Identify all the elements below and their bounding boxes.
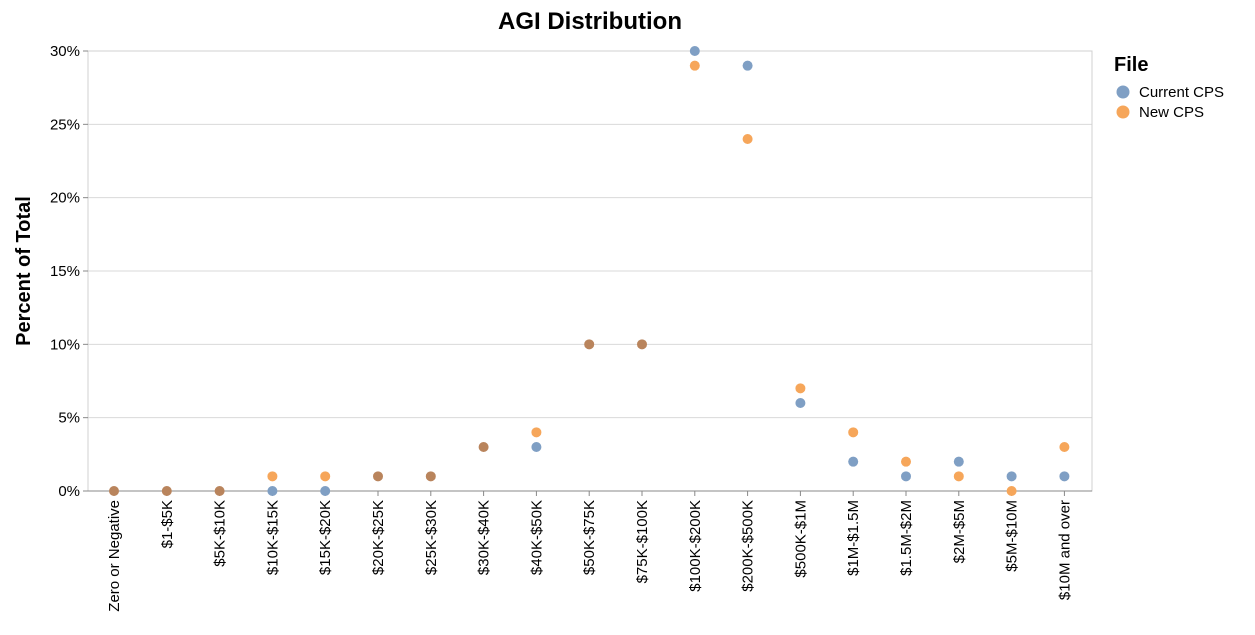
- y-tick-label: 20%: [50, 190, 80, 207]
- x-tick-label: $200K-$500K: [740, 500, 757, 592]
- legend-swatch: [1116, 105, 1130, 119]
- point-overlap: [214, 486, 225, 496]
- point-overlap: [161, 486, 172, 496]
- point-new-cps: [531, 427, 542, 438]
- x-tick-label: $500K-$1M: [792, 500, 809, 578]
- x-axis: Zero or Negative $1-$5K $5K-$10K $10K-$15K $…: [88, 490, 1092, 612]
- point-current-cps: [953, 456, 964, 467]
- point-new-cps: [742, 134, 753, 144]
- point-new-cps: [848, 427, 859, 438]
- point-overlap: [478, 442, 489, 452]
- point-current-cps: [742, 60, 753, 71]
- legend-items: Current CPS New CPS: [1116, 84, 1224, 121]
- point-new-cps: [267, 471, 278, 482]
- x-tick-label: $5M-$10M: [1004, 500, 1021, 572]
- point-new-cps: [1059, 442, 1070, 452]
- x-tick-label: $30K-$40K: [476, 500, 493, 575]
- point-overlap: [425, 471, 436, 482]
- x-tick-label: $25K-$30K: [423, 500, 440, 575]
- point-overlap: [637, 339, 647, 350]
- y-tick-label: 15%: [50, 263, 80, 280]
- point-current-cps: [1059, 471, 1070, 482]
- point-new-cps: [901, 456, 911, 467]
- x-tick-label: $100K-$200K: [687, 500, 704, 592]
- gridlines: [88, 50, 1092, 492]
- point-new-cps: [689, 60, 700, 71]
- x-tick-label: $15K-$20K: [317, 500, 334, 575]
- data-points: [109, 46, 1070, 496]
- y-tick-label: 30%: [50, 43, 80, 60]
- point-new-cps: [795, 383, 806, 394]
- point-new-cps: [953, 471, 964, 482]
- y-tick-label: 5%: [58, 410, 80, 427]
- chart-title: AGI Distribution: [498, 8, 682, 35]
- x-tick-label: Zero or Negative: [106, 500, 123, 612]
- x-tick-label: $20K-$25K: [370, 500, 387, 575]
- legend-label: Current CPS: [1139, 84, 1224, 101]
- point-current-cps: [901, 471, 911, 482]
- legend-title: File: [1114, 54, 1148, 76]
- y-tick-label: 0%: [58, 483, 80, 500]
- x-tick-label: $40K-$50K: [528, 500, 545, 575]
- point-new-cps: [320, 471, 331, 482]
- point-overlap: [373, 471, 383, 482]
- point-current-cps: [689, 46, 700, 56]
- legend-label: New CPS: [1139, 104, 1204, 121]
- x-tick-label: $10K-$15K: [264, 500, 281, 575]
- point-current-cps: [531, 442, 542, 452]
- point-current-cps: [1006, 471, 1017, 482]
- x-tick-label: $2M-$5M: [951, 500, 968, 563]
- point-new-cps: [1006, 486, 1017, 496]
- point-current-cps: [267, 486, 278, 496]
- x-tick-label: $50K-$75K: [581, 500, 598, 575]
- y-axis-label: Percent of Total: [13, 196, 35, 346]
- x-tick-label: $1M-$1.5M: [845, 500, 862, 576]
- point-current-cps: [320, 486, 331, 496]
- point-current-cps: [848, 456, 859, 467]
- point-overlap: [584, 339, 595, 350]
- legend-swatch: [1116, 85, 1130, 99]
- point-overlap: [109, 486, 119, 496]
- y-tick-label: 10%: [50, 336, 80, 353]
- x-tick-label: $10M and over: [1056, 500, 1073, 600]
- x-tick-label: $75K-$100K: [634, 500, 651, 583]
- point-current-cps: [795, 398, 806, 408]
- x-tick-label: $1-$5K: [159, 500, 176, 548]
- y-axis: 0% 5% 10% 15% 20% 25% 30%: [50, 43, 88, 500]
- legend: File Current CPS New CPS: [1114, 54, 1224, 121]
- x-tick-label: $5K-$10K: [212, 500, 229, 567]
- x-tick-label: $1.5M-$2M: [898, 500, 915, 576]
- y-tick-label: 25%: [50, 116, 80, 133]
